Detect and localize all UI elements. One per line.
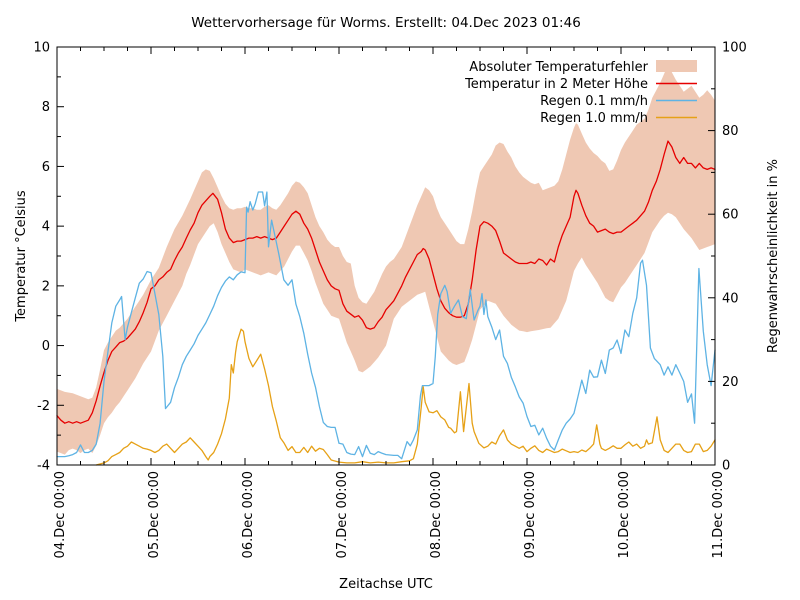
x-tick-label: 04.Dec 00:00 (53, 471, 68, 558)
left-tick-label: 10 (33, 41, 50, 56)
right-tick-label: 100 (722, 41, 747, 56)
axis-ticks (56, 46, 716, 466)
left-tick-label: 4 (42, 220, 50, 235)
legend-label-error-band: Absoluter Temperaturfehler (469, 60, 648, 75)
left-tick-label: 8 (42, 100, 50, 115)
legend-label-rain10: Regen 1.0 mm/h (540, 111, 648, 126)
x-tick-label: 06.Dec 00:00 (241, 471, 256, 558)
rain01-line-path (56, 191, 716, 460)
right-tick-label: 60 (722, 208, 739, 223)
left-tick-label: -4 (37, 459, 50, 474)
left-axis-title: Temperatur °Celsius (14, 190, 29, 323)
data-series-lines (56, 140, 716, 466)
error-band-area (57, 64, 715, 455)
chart-title: Wettervorhersage für Worms. Erstellt: 04… (191, 15, 581, 31)
left-tick-label: 2 (42, 279, 50, 294)
x-tick-label: 08.Dec 00:00 (429, 471, 444, 558)
left-tick-labels: -4 -2 0 2 4 6 8 10 (33, 41, 50, 474)
left-tick-label: 0 (42, 339, 50, 354)
x-tick-label: 07.Dec 00:00 (335, 471, 350, 558)
right-tick-label: 20 (722, 375, 739, 390)
legend-swatches (656, 60, 697, 119)
right-tick-label: 0 (722, 459, 730, 474)
temperature-line-path (56, 140, 716, 424)
right-tick-label: 40 (722, 291, 739, 306)
x-tick-label: 05.Dec 00:00 (147, 471, 162, 558)
legend-label-temperature: Temperatur in 2 Meter Höhe (464, 77, 648, 92)
temperature-error-band (57, 64, 715, 455)
x-axis-title: Zeitachse UTC (339, 577, 433, 592)
left-tick-label: 6 (42, 160, 50, 175)
legend-swatch-band (656, 60, 697, 72)
right-tick-labels: 0 20 40 60 80 100 (722, 41, 747, 474)
legend: Absoluter Temperaturfehler Temperatur in… (464, 60, 697, 126)
x-tick-labels: 04.Dec 00:00 05.Dec 00:00 06.Dec 00:00 07.D… (53, 471, 726, 558)
left-tick-label: -2 (37, 399, 50, 414)
right-axis-title: Regenwahrscheinlichkeit in % (766, 159, 781, 353)
rain10-line-path (95, 328, 716, 466)
right-tick-label: 80 (722, 124, 739, 139)
legend-label-rain01: Regen 0.1 mm/h (540, 94, 648, 109)
x-tick-label: 11.Dec 00:00 (711, 471, 726, 558)
x-tick-label: 10.Dec 00:00 (617, 471, 632, 558)
x-tick-label: 09.Dec 00:00 (523, 471, 538, 558)
